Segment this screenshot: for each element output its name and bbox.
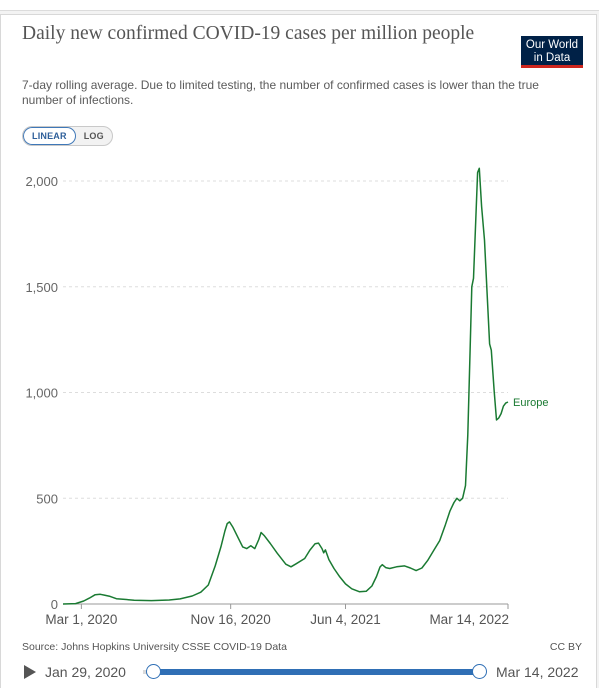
series-label-europe: Europe — [513, 397, 548, 409]
play-icon[interactable] — [24, 665, 36, 679]
timeline-start-handle[interactable] — [146, 664, 161, 679]
x-tick-label: Mar 1, 2020 — [45, 612, 117, 627]
scale-toggle: LINEAR LOG — [22, 126, 113, 146]
y-tick-label: 1,000 — [25, 386, 58, 401]
y-tick-label: 2,000 — [25, 174, 58, 189]
chart-subtitle: 7-day rolling average. Due to limited te… — [22, 78, 539, 107]
timeline-end-label: Mar 14, 2022 — [496, 664, 579, 680]
timeline-selected-range — [153, 669, 480, 675]
license-link[interactable]: CC BY — [549, 641, 582, 653]
timeline: Jan 29, 2020 Mar 14, 2022 — [0, 656, 599, 686]
timeline-end-handle[interactable] — [472, 664, 487, 679]
chart-plot: 0 500 1,000 1,500 2,000 Mar 1, 2020 Nov 16, 2… — [25, 167, 548, 627]
log-scale-button[interactable]: LOG — [83, 131, 104, 141]
logo-line-2: in Data — [533, 51, 571, 64]
series-line-europe[interactable] — [62, 167, 509, 605]
owid-logo[interactable]: Our World in Data — [521, 36, 583, 68]
y-tick-label: 0 — [51, 597, 58, 612]
y-tick-label: 500 — [36, 491, 58, 506]
y-tick-label: 1,500 — [25, 280, 58, 295]
x-tick-label: Mar 14, 2022 — [429, 612, 509, 627]
x-tick-label: Nov 16, 2020 — [191, 612, 271, 627]
y-axis: 0 500 1,000 1,500 2,000 — [25, 174, 58, 612]
chart-title: Daily new confirmed COVID-19 cases per m… — [22, 23, 475, 44]
x-axis: Mar 1, 2020 Nov 16, 2020 Jun 4, 2021 Mar 14… — [45, 603, 509, 627]
top-strip — [0, 0, 599, 11]
series-layer: Europe — [62, 167, 548, 605]
source-note[interactable]: Source: Johns Hopkins University CSSE CO… — [22, 641, 287, 653]
x-tick-label: Jun 4, 2021 — [310, 612, 381, 627]
logo-line-1: Our World — [525, 39, 579, 51]
grid-lines — [63, 180, 508, 499]
timeline-start-label: Jan 29, 2020 — [45, 664, 126, 680]
linear-scale-button[interactable]: LINEAR — [23, 127, 76, 145]
